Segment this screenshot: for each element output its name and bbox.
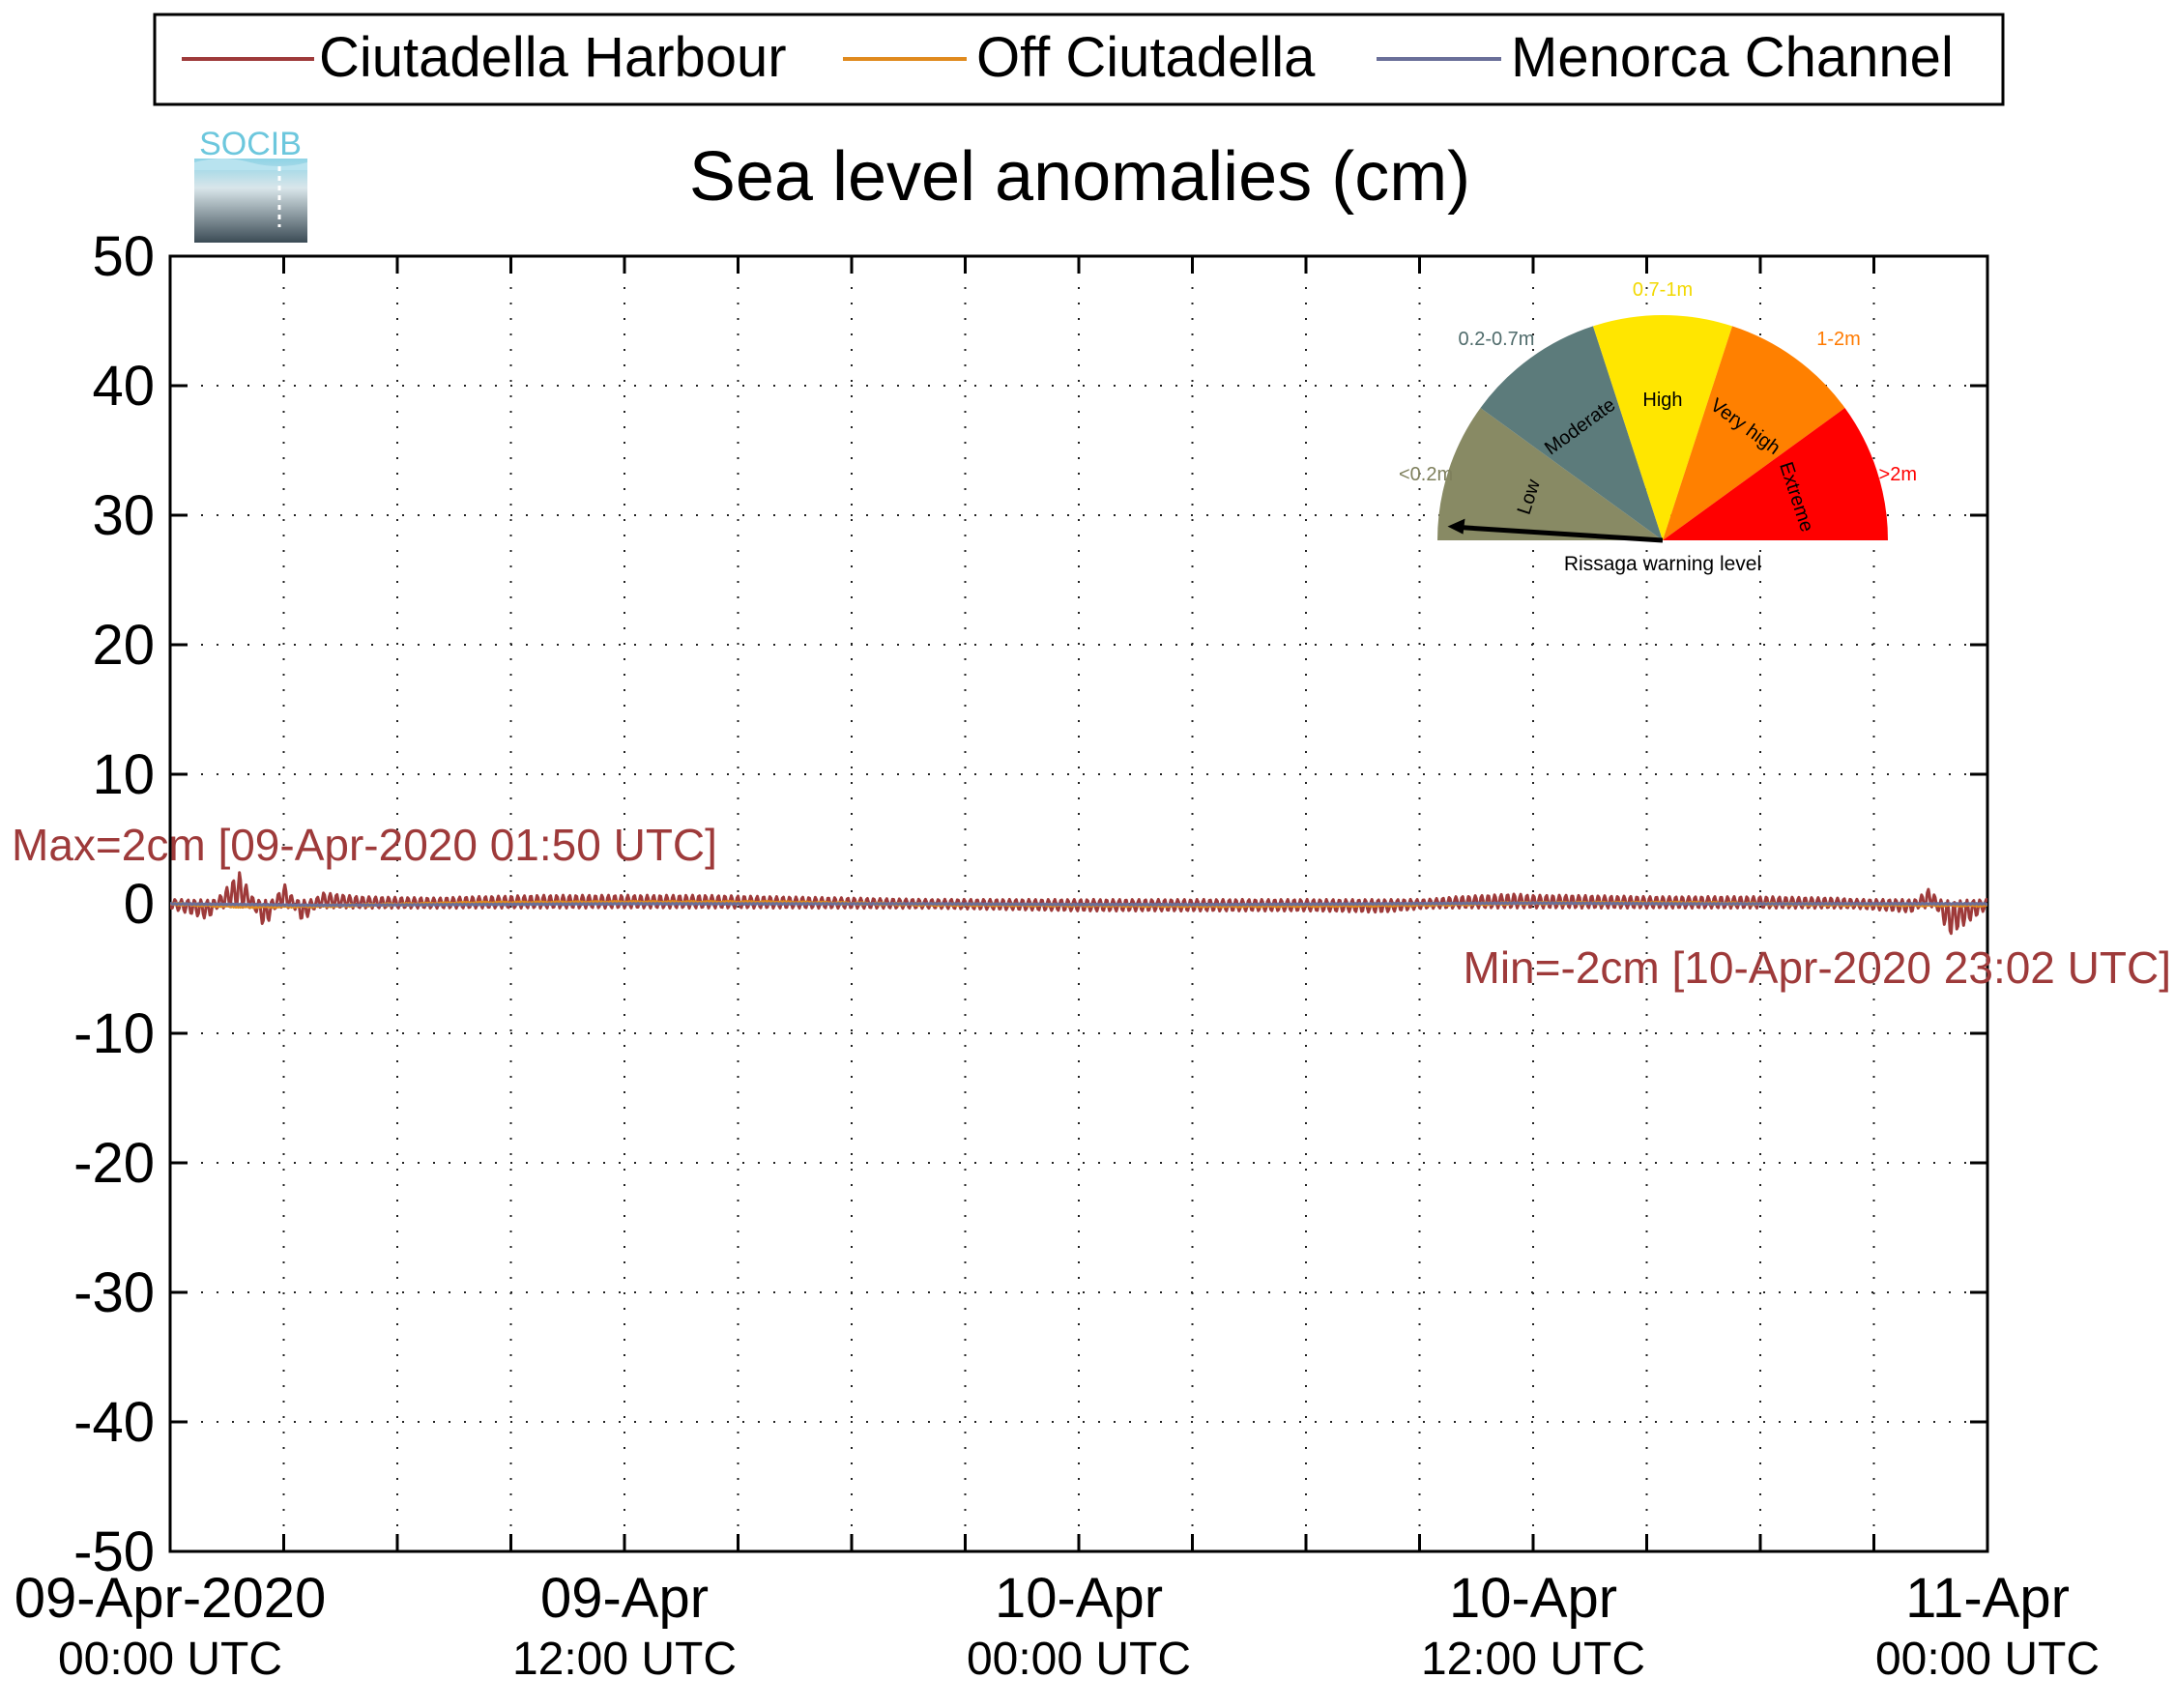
- chart-title: Sea level anomalies (cm): [689, 138, 1470, 216]
- gauge-range-label-1: 0.2-0.7m: [1459, 329, 1535, 350]
- y-tick-label: 50: [92, 225, 155, 288]
- x-tick-date: 10-Apr: [995, 1567, 1163, 1630]
- gauge-sector-0: [1437, 408, 1663, 540]
- gauge-sector-3: [1663, 326, 1845, 540]
- y-tick-label: 30: [92, 484, 155, 547]
- gauge-caption: Rissaga warning level: [1564, 553, 1761, 575]
- gauge-needle: [1461, 525, 1664, 543]
- max-annotation: Max=2cm [09-Apr-2020 01:50 UTC]: [12, 820, 717, 870]
- x-tick-time: 12:00 UTC: [512, 1634, 737, 1685]
- y-axis: 50 40 30 20 10 0 -10 -20 -30 -40 -50: [73, 225, 1987, 1583]
- min-annotation: Min=-2cm [10-Apr-2020 23:02 UTC]: [1464, 942, 2171, 993]
- gauge-range-label-3: 1-2m: [1816, 329, 1861, 350]
- x-tick-date: 09-Apr-2020: [14, 1567, 326, 1630]
- y-tick-label: 10: [92, 743, 155, 806]
- x-tick-time: 00:00 UTC: [1875, 1634, 2100, 1685]
- x-tick-date: 10-Apr: [1449, 1567, 1617, 1630]
- legend: Ciutadella Harbour Off Ciutadella Menorca …: [153, 13, 2005, 106]
- x-tick-time: 00:00 UTC: [967, 1634, 1191, 1685]
- y-tick-label: -40: [73, 1391, 155, 1454]
- series-lines: [170, 871, 1987, 936]
- legend-box: [153, 13, 2005, 106]
- gauge-range-label-2: 0.7-1m: [1633, 279, 1693, 301]
- socib-logo: SOCIB: [194, 126, 307, 243]
- x-tick-time: 00:00 UTC: [58, 1634, 282, 1685]
- gauge-sector-4: [1663, 408, 1888, 540]
- y-tick-label: 40: [92, 355, 155, 418]
- y-tick-label: -20: [73, 1132, 155, 1195]
- y-tick-label: 20: [92, 614, 155, 677]
- x-tick-date: 09-Apr: [540, 1567, 709, 1630]
- gauge-needle-head: [1447, 518, 1465, 535]
- legend-label-2: Menorca Channel: [1511, 26, 1954, 89]
- y-tick-label: 0: [124, 873, 155, 936]
- y-tick-label: -50: [73, 1520, 155, 1583]
- logo-text: SOCIB: [199, 126, 302, 162]
- gauge-range-label-4: >2m: [1879, 464, 1917, 485]
- x-tick-time: 12:00 UTC: [1421, 1634, 1645, 1685]
- legend-label-0: Ciutadella Harbour: [319, 26, 787, 89]
- y-tick-label: -10: [73, 1002, 155, 1065]
- gauge-sector-1: [1480, 326, 1663, 540]
- legend-label-1: Off Ciutadella: [976, 26, 1316, 89]
- y-tick-label: -30: [73, 1261, 155, 1324]
- gauge-sector-2: [1593, 314, 1732, 540]
- series-line-2: [170, 901, 1987, 908]
- x-tick-date: 11-Apr: [1905, 1567, 2070, 1630]
- gauge-sector-label-2: High: [1642, 390, 1682, 411]
- gauge-range-label-0: <0.2m: [1399, 464, 1453, 485]
